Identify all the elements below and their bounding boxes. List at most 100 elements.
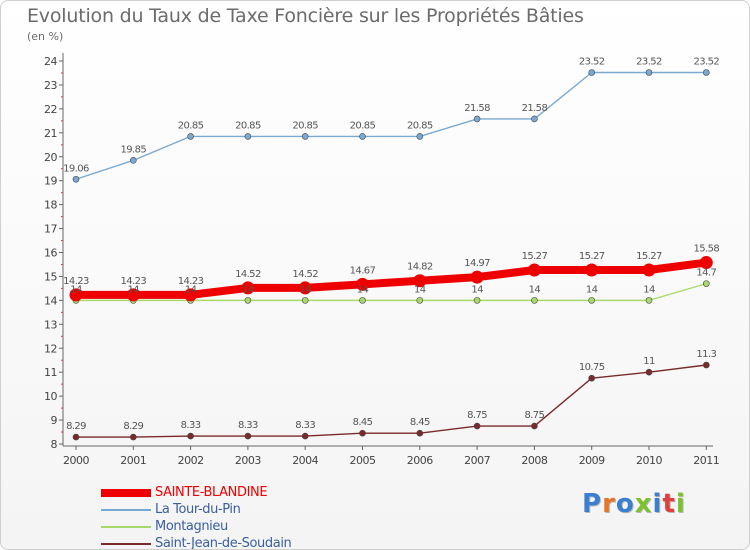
logo-letter: r — [602, 489, 616, 519]
legend-item-la-tour-du-pin: La Tour-du-Pin — [101, 501, 361, 518]
y-tick-label: 14 — [44, 294, 57, 307]
data-point-montagnieu — [244, 297, 252, 304]
y-tick-label: 19 — [44, 175, 57, 188]
y-tick-label: 8 — [51, 438, 58, 451]
x-tick-label: 2000 — [63, 454, 89, 467]
data-point-saint-jean-de-soudain — [187, 432, 194, 440]
data-label-saint-jean-de-soudain: 8.75 — [524, 410, 544, 421]
legend-label: Montagnieu — [155, 519, 228, 534]
data-point-saint-jean-de-soudain — [702, 361, 710, 369]
logo-letter: t — [662, 489, 676, 519]
data-point-montagnieu — [645, 297, 653, 304]
data-label-la-tour-du-pin: 23.52 — [636, 56, 662, 67]
data-point-sainte-blandine — [585, 263, 599, 277]
data-point-montagnieu — [359, 297, 366, 304]
data-label-la-tour-du-pin: 23.52 — [579, 56, 605, 67]
data-label-sainte-blandine: 14.82 — [407, 262, 433, 273]
x-tick-label: 2002 — [178, 454, 204, 467]
data-label-sainte-blandine: 15.27 — [636, 251, 662, 262]
y-tick-label: 24 — [44, 55, 57, 68]
y-tick-label: 18 — [44, 199, 57, 212]
data-point-saint-jean-de-soudain — [531, 422, 538, 430]
data-point-sainte-blandine — [241, 281, 255, 295]
legend-swatch — [101, 508, 151, 511]
y-tick-label: 15 — [44, 270, 57, 283]
data-label-la-tour-du-pin: 19.85 — [120, 144, 146, 155]
data-label-sainte-blandine: 15.27 — [579, 251, 605, 262]
series-line-la-tour-du-pin — [75, 71, 707, 180]
x-tick-label: 2007 — [464, 454, 490, 467]
data-label-sainte-blandine: 14.97 — [464, 258, 490, 269]
data-point-la-tour-du-pin — [244, 133, 252, 140]
unit-label: (en %) — [27, 30, 64, 43]
x-tick-label: 2004 — [292, 454, 318, 467]
data-point-la-tour-du-pin — [130, 157, 137, 164]
data-label-montagnieu: 14 — [70, 284, 82, 295]
data-point-la-tour-du-pin — [416, 133, 424, 140]
data-label-la-tour-du-pin: 20.85 — [178, 120, 204, 131]
data-point-saint-jean-de-soudain — [301, 432, 309, 440]
legend-swatch — [101, 542, 151, 545]
data-label-montagnieu: 14 — [242, 284, 254, 295]
data-point-montagnieu — [473, 297, 481, 304]
data-label-saint-jean-de-soudain: 8.75 — [467, 410, 487, 421]
data-point-la-tour-du-pin — [72, 175, 80, 183]
data-label-sainte-blandine: 14.23 — [178, 276, 204, 287]
y-tick-label: 13 — [44, 318, 57, 331]
x-tick-label: 2001 — [120, 454, 146, 467]
data-label-montagnieu: 14 — [471, 284, 483, 295]
data-label-la-tour-du-pin: 21.58 — [464, 103, 490, 114]
data-point-sainte-blandine — [356, 277, 369, 291]
series-line-sainte-blandine — [76, 258, 707, 299]
line-chart: 8 9 10 11 12 13 14 15 16 17 18 19 20 21 22 23 24 2000 2001… — [44, 53, 720, 467]
logo-letter: i — [675, 489, 686, 519]
legend-item-saint-jean-de-soudain: Saint-Jean-de-Soudain — [101, 535, 361, 550]
data-point-saint-jean-de-soudain — [359, 429, 366, 437]
data-point-la-tour-du-pin — [187, 133, 194, 140]
data-point-sainte-blandine — [69, 288, 83, 302]
data-label-saint-jean-de-soudain: 8.33 — [238, 420, 258, 431]
data-point-saint-jean-de-soudain — [130, 433, 137, 441]
data-point-montagnieu — [301, 297, 309, 304]
data-point-saint-jean-de-soudain — [645, 368, 653, 376]
data-point-saint-jean-de-soudain — [72, 433, 80, 441]
y-tick-label: 22 — [44, 103, 57, 116]
legend-item-montagnieu: Montagnieu — [101, 518, 361, 535]
legend-item-sainte-blandine: SAINTE-BLANDINE — [101, 484, 361, 501]
data-label-saint-jean-de-soudain: 11 — [643, 356, 655, 367]
series-line-saint-jean-de-soudain — [76, 364, 707, 438]
y-tick-label: 16 — [44, 247, 57, 260]
data-label-la-tour-du-pin: 20.85 — [292, 120, 318, 131]
data-label-montagnieu: 14 — [357, 284, 369, 295]
data-point-sainte-blandine — [527, 263, 541, 277]
data-point-montagnieu — [416, 297, 424, 304]
data-point-sainte-blandine — [184, 288, 198, 302]
data-labels-layer: 19.06 19.85 20.85 20.85 20.85 20.85 20.85 21.58… — [63, 56, 720, 432]
data-point-sainte-blandine — [126, 288, 140, 302]
data-point-la-tour-du-pin — [359, 133, 366, 140]
data-label-saint-jean-de-soudain: 11.3 — [696, 349, 716, 360]
series-line-montagnieu — [76, 282, 707, 302]
legend-swatch — [101, 488, 151, 497]
y-tick-label: 23 — [44, 79, 57, 92]
legend-swatch — [101, 525, 151, 528]
data-label-montagnieu: 14 — [128, 284, 140, 295]
data-label-montagnieu: 14.7 — [696, 268, 716, 279]
data-label-saint-jean-de-soudain: 8.29 — [123, 421, 143, 432]
data-label-la-tour-du-pin: 19.06 — [63, 163, 89, 174]
y-tick-label: 20 — [44, 151, 57, 164]
data-label-sainte-blandine: 14.23 — [63, 276, 89, 287]
data-point-saint-jean-de-soudain — [244, 432, 252, 440]
x-tick-label: 2005 — [350, 454, 376, 467]
data-label-sainte-blandine: 14.52 — [235, 269, 261, 280]
data-point-la-tour-du-pin — [588, 69, 596, 76]
data-point-montagnieu — [531, 297, 538, 304]
data-point-la-tour-du-pin — [702, 69, 710, 76]
legend-label: Saint-Jean-de-Soudain — [155, 536, 292, 550]
y-tick-label: 10 — [44, 390, 57, 403]
data-label-la-tour-du-pin: 21.58 — [522, 103, 548, 114]
legend-label: SAINTE-BLANDINE — [155, 485, 268, 500]
legend-label: La Tour-du-Pin — [155, 502, 241, 517]
data-label-la-tour-du-pin: 20.85 — [407, 120, 433, 131]
